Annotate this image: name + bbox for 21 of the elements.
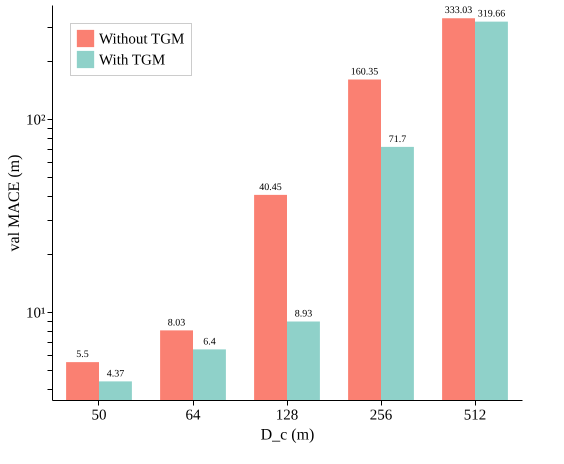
x-axis-title: D_c (m) [260, 426, 314, 444]
data-label: 5.5 [76, 349, 89, 360]
data-label: 333.03 [444, 5, 472, 16]
y-tick-label: 10¹ [26, 306, 46, 322]
legend-label: With TGM [99, 52, 166, 68]
data-label: 8.93 [294, 308, 312, 320]
x-tick-label: 128 [276, 408, 298, 424]
x-tick-label: 64 [186, 408, 201, 424]
data-label: 40.45 [259, 182, 282, 193]
data-label: 8.03 [168, 317, 186, 328]
data-label: 160.35 [350, 66, 378, 78]
y-axis-title: val MACE (m) [6, 154, 24, 252]
x-tick-label: 512 [464, 408, 486, 424]
legend-label: Without TGM [99, 32, 184, 48]
data-label: 319.66 [478, 8, 506, 20]
y-tick-label: 10² [26, 112, 46, 129]
data-label: 4.37 [106, 368, 124, 380]
x-tick-label: 50 [92, 408, 106, 424]
x-tick-label: 256 [370, 408, 393, 424]
data-label: 6.4 [203, 336, 216, 348]
data-label: 71.7 [388, 134, 406, 145]
